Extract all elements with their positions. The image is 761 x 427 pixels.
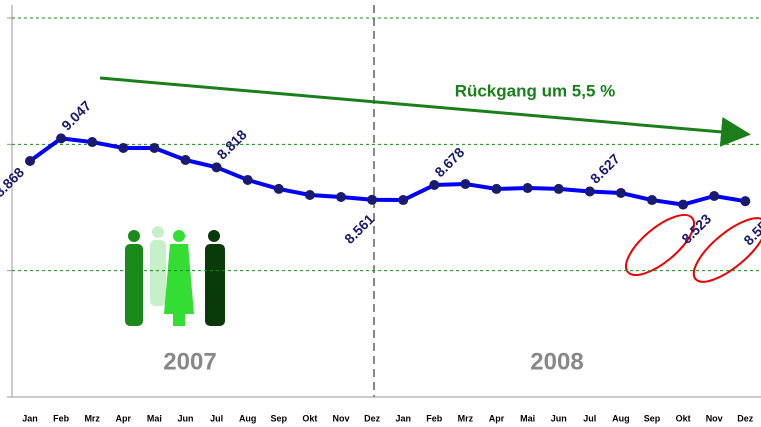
highlight-ellipse (692, 217, 761, 283)
data-point (25, 156, 35, 167)
people-icon (125, 226, 225, 326)
data-point (678, 199, 689, 210)
year-label: 2007 (163, 348, 216, 375)
data-point (647, 195, 657, 206)
x-tick-label: Sep (644, 413, 661, 423)
data-label: 8.627 (587, 150, 623, 186)
data-point (336, 192, 346, 203)
year-label: 2008 (530, 348, 583, 375)
x-tick-label: Jun (551, 413, 567, 423)
x-tick-label: Apr (116, 413, 132, 423)
x-tick-label: Mrz (458, 413, 474, 423)
data-label: 8.868 (0, 164, 27, 200)
data-point (118, 142, 129, 153)
data-point (180, 154, 191, 165)
x-tick-label: Jul (583, 413, 596, 423)
x-tick-label: Jul (210, 413, 223, 423)
x-tick-label: Nov (332, 413, 349, 423)
data-label: 9.047 (58, 97, 94, 133)
data-point (211, 162, 222, 173)
trend-label: Rückgang um 5,5 % (455, 81, 616, 100)
data-point (273, 183, 284, 194)
data-label: 8.678 (431, 144, 467, 180)
data-line (28, 136, 746, 207)
x-tick-label: Jan (22, 413, 38, 423)
data-point (460, 179, 471, 190)
data-point (522, 183, 533, 194)
x-tick-label: Apr (489, 413, 505, 423)
data-point (491, 183, 502, 194)
data-point (304, 189, 315, 200)
x-tick-label: Mai (147, 413, 162, 423)
x-tick-label: Feb (426, 413, 443, 423)
data-point (615, 187, 626, 198)
data-point (56, 133, 67, 144)
x-tick-label: Mrz (84, 413, 100, 423)
x-tick-label: Sep (271, 413, 288, 423)
data-point (242, 174, 253, 185)
data-point (740, 196, 751, 207)
x-tick-label: Jan (395, 413, 411, 423)
x-tick-label: Nov (706, 413, 723, 423)
x-tick-label: Okt (676, 413, 691, 423)
trend-arrow (99, 76, 751, 147)
highlight-ellipse (625, 214, 695, 276)
data-label: 8.818 (214, 126, 250, 162)
x-tick-label: Okt (302, 413, 317, 423)
data-point (398, 195, 409, 206)
x-tick-label: Mai (520, 413, 535, 423)
x-tick-label: Aug (612, 413, 630, 423)
data-point (709, 191, 720, 202)
data-point (149, 142, 160, 153)
data-point (87, 137, 98, 148)
x-tick-label: Jun (177, 413, 193, 423)
x-tick-label: Aug (239, 413, 257, 423)
x-tick-label: Dez (737, 413, 754, 423)
data-point (584, 186, 595, 197)
x-tick-label: Feb (53, 413, 70, 423)
data-point (553, 183, 564, 194)
data-point (367, 194, 378, 205)
data-point (429, 180, 440, 191)
data-label: 8.561 (341, 211, 377, 247)
x-tick-label: Dez (364, 413, 381, 423)
